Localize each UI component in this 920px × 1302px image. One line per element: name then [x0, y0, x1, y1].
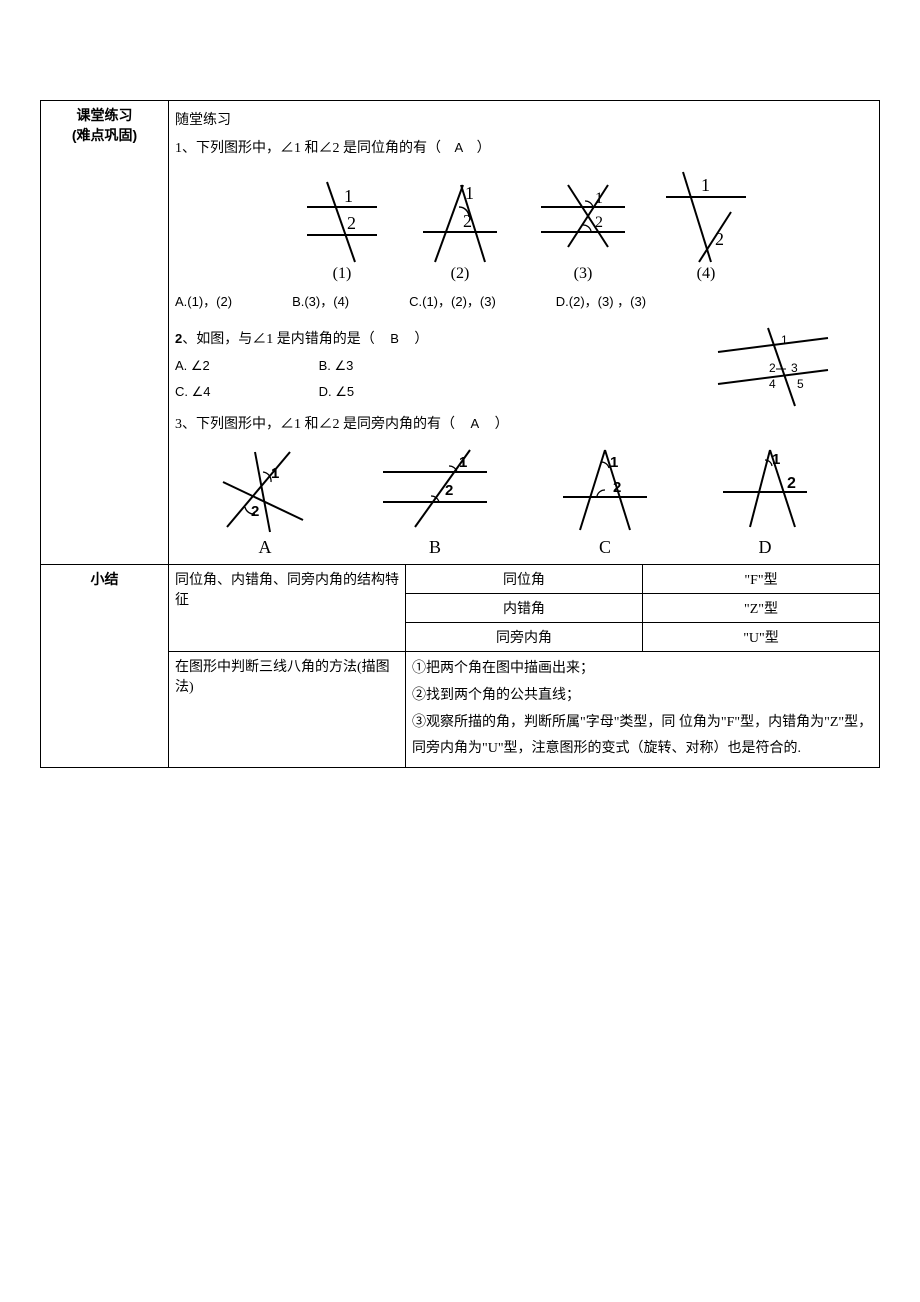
q1-stem: 1、下列图形中，∠1 和∠2 是同位角的有（ A ） [175, 137, 873, 161]
q1-fig4: 1 2 [661, 167, 751, 267]
section1-label-line1: 课堂练习 [47, 105, 162, 125]
grid-1-1: "Z"型 [643, 594, 880, 623]
q1-opt-a: A.(1)，(2) [175, 291, 232, 310]
q3-figB-label: B [375, 537, 495, 558]
q1-answer: A [445, 140, 474, 155]
q3-figA-label: A [215, 537, 315, 558]
svg-text:1: 1 [595, 190, 603, 207]
q1-fig3-label: (3) [574, 265, 593, 282]
q1-opt-d: D.(2)，(3) ，(3) [556, 291, 646, 310]
main-table: 课堂练习 (难点巩固) 随堂练习 1、下列图形中，∠1 和∠2 是同位角的有（ … [40, 100, 880, 768]
q2-opt-c: C. ∠4 [175, 381, 315, 403]
svg-text:1: 1 [701, 175, 710, 195]
q3-figB: 1 2 B [375, 442, 495, 558]
q3-figA: 1 2 A [215, 442, 315, 558]
svg-text:1: 1 [465, 183, 474, 203]
summary-steps: ①把两个角在图中描画出来； ②找到两个角的公共直线； ③观察所描的角，判断所属"… [406, 652, 880, 767]
q1-stem-prefix: 1、下列图形中，∠1 和∠2 是同位角的有（ [175, 141, 441, 156]
svg-text:1: 1 [772, 451, 780, 468]
svg-text:2: 2 [463, 211, 472, 231]
q1-stem-suffix: ） [477, 141, 491, 156]
grid-1-0: 内错角 [406, 594, 643, 623]
q1-fig3: 1 2 [533, 177, 633, 267]
q3-answer: A [459, 416, 492, 431]
q1-opt-c: C.(1)，(2)，(3) [409, 291, 496, 310]
q3-figD-label: D [715, 537, 815, 558]
svg-text:1: 1 [459, 454, 467, 471]
q2-stem: 、如图，与∠1 是内错角的是（ [182, 332, 375, 347]
q1-fig2: 1 2 [415, 177, 505, 267]
q2-opt-b: B. ∠3 [319, 358, 354, 373]
grid-2-1: "U"型 [643, 623, 880, 652]
section1-content: 随堂练习 1、下列图形中，∠1 和∠2 是同位角的有（ A ） 1 2 [169, 101, 880, 565]
q2-opt-a: A. ∠2 [175, 355, 315, 377]
svg-text:1: 1 [271, 465, 279, 482]
q1-opt-b: B.(3)，(4) [292, 291, 349, 310]
grid-0-0: 同位角 [406, 565, 643, 594]
svg-text:1: 1 [610, 454, 618, 471]
q2-text: 2、如图，与∠1 是内错角的是（ B ） A. ∠2 B. ∠3 C. ∠4 D… [175, 324, 683, 408]
q1-fig1: 1 2 [297, 177, 387, 267]
q2-stem-suffix: ） [414, 332, 428, 347]
svg-text:3: 3 [791, 361, 798, 375]
svg-text:2: 2 [445, 482, 453, 499]
q1-figures: 1 2 1 2 [175, 167, 873, 267]
svg-text:2: 2 [787, 475, 796, 492]
q3-figures: 1 2 A 1 2 [175, 442, 873, 558]
summary-row1-sub: 同位角、内错角、同旁内角的结构特征 [169, 565, 406, 652]
svg-text:1: 1 [344, 186, 353, 206]
svg-text:2: 2 [595, 214, 603, 231]
summary-steps-text: ①把两个角在图中描画出来； ②找到两个角的公共直线； ③观察所描的角，判断所属"… [412, 656, 873, 762]
svg-text:2: 2 [347, 213, 356, 233]
q2-answer: B [378, 331, 411, 346]
svg-text:4: 4 [769, 377, 776, 391]
section1-label-line2: (难点巩固) [47, 125, 162, 145]
q1-options: A.(1)，(2) B.(3)，(4) C.(1)，(2)，(3) D.(2)，… [175, 291, 873, 310]
q1-fig4-label: (4) [697, 265, 716, 282]
summary-row2-sub: 在图形中判断三线八角的方法(描图法) [169, 652, 406, 767]
svg-text:2: 2 [715, 229, 724, 249]
q3-figC-label: C [555, 537, 655, 558]
svg-text:1: 1 [781, 333, 788, 347]
section1-label: 课堂练习 (难点巩固) [41, 101, 169, 565]
q3-stem-suffix: ） [495, 417, 509, 432]
q3-stem: 3、下列图形中，∠1 和∠2 是同旁内角的有（ A ） [175, 413, 873, 437]
q1-fig2-label: (2) [451, 265, 470, 282]
grid-2-0: 同旁内角 [406, 623, 643, 652]
q2-figure: 1 2 3 4 5 [713, 324, 833, 409]
grid-0-1: "F"型 [643, 565, 880, 594]
q1-fig1-label: (1) [333, 265, 352, 282]
svg-text:5: 5 [797, 377, 804, 391]
svg-text:2: 2 [251, 503, 259, 520]
practice-heading: 随堂练习 [175, 109, 873, 133]
section2-label: 小结 [41, 565, 169, 767]
svg-text:2: 2 [613, 479, 621, 496]
q3-figD: 1 2 D [715, 442, 815, 558]
q3-stem-prefix: 3、下列图形中，∠1 和∠2 是同旁内角的有（ [175, 417, 455, 432]
q2-opt-d: D. ∠5 [319, 384, 355, 399]
svg-text:2: 2 [769, 361, 776, 375]
q3-figC: 1 2 C [555, 442, 655, 558]
